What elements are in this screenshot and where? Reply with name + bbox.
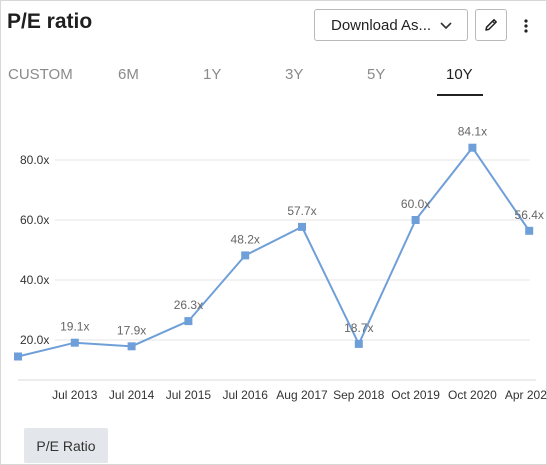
- data-point[interactable]: [127, 342, 136, 351]
- chevron-down-icon: [440, 22, 452, 30]
- x-tick-label: Oct 2020: [448, 388, 497, 402]
- pencil-icon: [485, 19, 497, 31]
- x-tick-label: Sep 2018: [333, 388, 385, 402]
- download-as-button[interactable]: Download As...: [314, 9, 468, 41]
- tab-5y[interactable]: 5Y: [367, 66, 386, 83]
- pe-ratio-line-chart: 20.0x 40.0x 60.0x 80.0x Jul 2013 Jul 2014 Jul …: [14, 125, 547, 402]
- data-point[interactable]: [241, 251, 250, 260]
- y-tick-label: 40.0x: [20, 273, 49, 287]
- data-label: 18.7x: [344, 321, 373, 335]
- x-tick-label: Jul 2013: [52, 388, 98, 402]
- data-label: 57.7x: [287, 204, 316, 218]
- y-tick-label: 60.0x: [20, 213, 49, 227]
- tab-custom[interactable]: CUSTOM: [8, 66, 73, 83]
- data-label: 84.1x: [458, 125, 487, 139]
- data-point[interactable]: [14, 352, 22, 361]
- tab-10y[interactable]: 10Y: [446, 66, 473, 83]
- edit-button[interactable]: [475, 9, 507, 41]
- x-tick-label: Oct 2019: [391, 388, 440, 402]
- data-label: 48.2x: [231, 232, 260, 246]
- legend-label: P/E Ratio: [36, 437, 96, 454]
- x-tick-label: Jul 2016: [223, 388, 269, 402]
- tab-6m[interactable]: 6M: [118, 66, 139, 83]
- data-point[interactable]: [411, 216, 420, 224]
- data-point[interactable]: [184, 317, 193, 326]
- active-tab-indicator: [437, 94, 483, 96]
- range-tabs: CUSTOM 6M 1Y 3Y 5Y 10Y: [0, 66, 547, 100]
- legend-item-pe-ratio[interactable]: P/E Ratio: [24, 428, 108, 463]
- data-label: 60.0x: [401, 197, 430, 211]
- more-options-button[interactable]: [518, 12, 534, 40]
- vertical-ellipsis-icon: [524, 19, 528, 33]
- data-label: 26.3x: [174, 298, 203, 312]
- download-as-label: Download As...: [331, 16, 432, 34]
- data-point[interactable]: [354, 339, 363, 348]
- data-point[interactable]: [298, 222, 306, 231]
- data-label: 17.9x: [117, 323, 146, 337]
- data-label: 19.1x: [60, 320, 89, 334]
- tab-3y[interactable]: 3Y: [285, 66, 304, 83]
- data-label: 56.4x: [515, 208, 544, 222]
- data-point[interactable]: [70, 338, 79, 347]
- x-tick-label: Jul 2015: [166, 388, 212, 402]
- page-title: P/E ratio: [7, 10, 93, 33]
- x-tick-label: Jul 2014: [109, 388, 155, 402]
- x-tick-label: Apr 2022: [505, 388, 547, 402]
- data-point[interactable]: [468, 143, 477, 152]
- tab-1y[interactable]: 1Y: [203, 66, 222, 83]
- y-tick-label: 80.0x: [20, 153, 49, 167]
- data-point[interactable]: [525, 226, 534, 235]
- series-line-pe-ratio: [17, 146, 531, 358]
- y-tick-label: 20.0x: [20, 333, 49, 347]
- x-tick-label: Aug 2017: [276, 388, 328, 402]
